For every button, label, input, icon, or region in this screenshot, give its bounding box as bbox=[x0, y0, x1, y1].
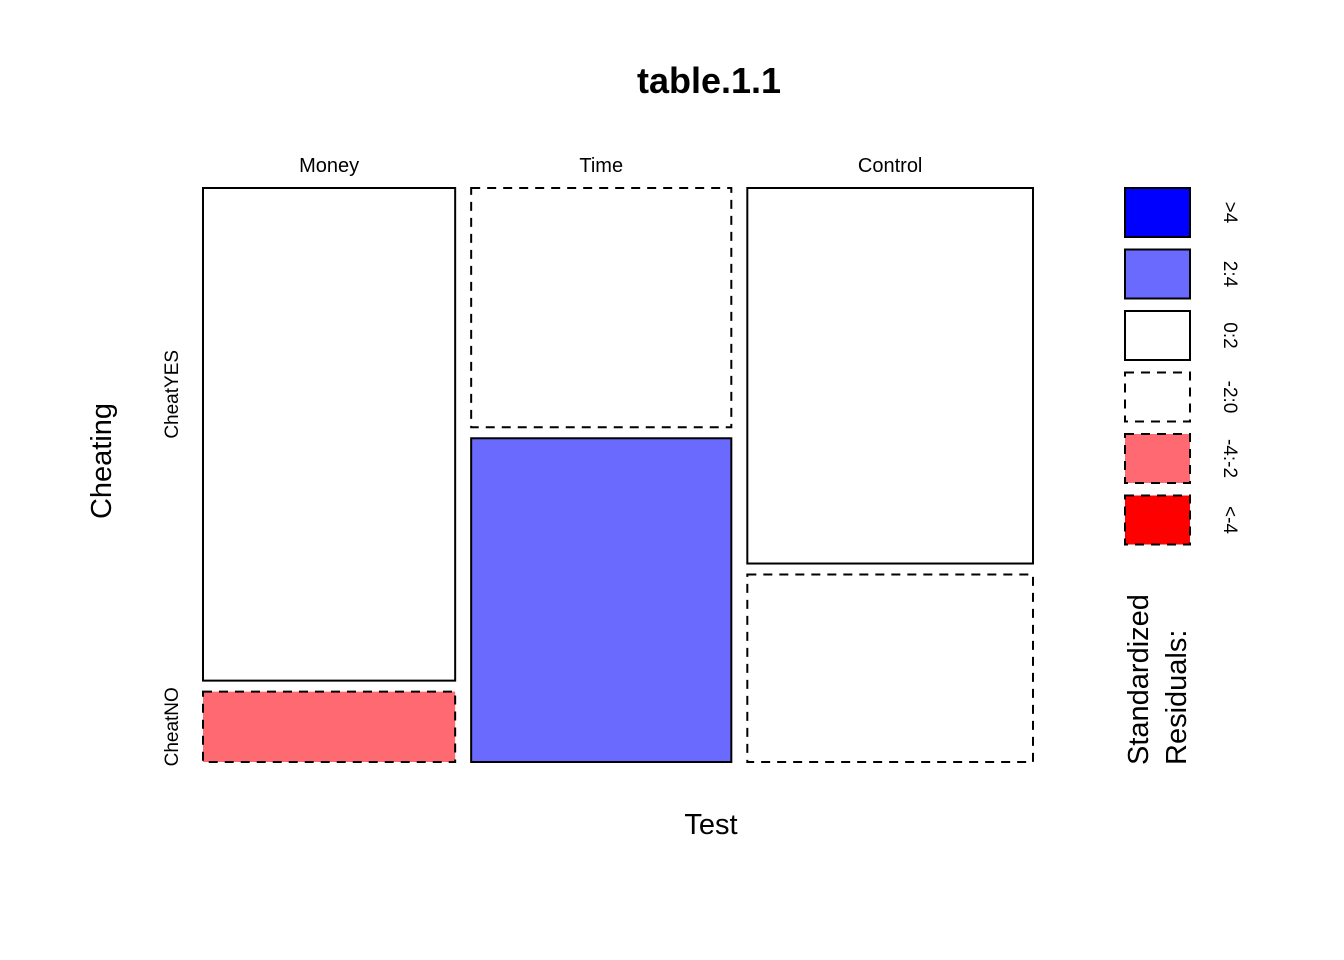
legend-swatch bbox=[1124, 310, 1191, 361]
column-label-control: Control bbox=[858, 155, 922, 177]
tile-money-cheatno bbox=[202, 690, 457, 763]
legend: >4 2:4 0:2 -2:0 -4:-2 <-4 Standardized Residual… bbox=[1123, 187, 1240, 765]
tile-time-cheatyes bbox=[470, 187, 733, 429]
column-labels: Money Time Control bbox=[299, 155, 922, 177]
legend-swatch bbox=[1124, 187, 1191, 238]
legend-title: Residuals: bbox=[1161, 630, 1193, 765]
row-labels: CheatYES CheatNO bbox=[162, 350, 183, 766]
y-axis-label: Cheating bbox=[86, 403, 118, 519]
legend-swatch bbox=[1124, 248, 1191, 300]
tile-money-cheatyes bbox=[202, 187, 457, 682]
legend-label: 0:2 bbox=[1219, 322, 1240, 348]
legend-label: >4 bbox=[1219, 202, 1240, 224]
legend-swatch bbox=[1124, 494, 1191, 546]
tile-control-cheatno bbox=[746, 573, 1034, 763]
column-label-money: Money bbox=[299, 155, 359, 177]
legend-title: Standardized bbox=[1123, 594, 1155, 765]
column-label-time: Time bbox=[579, 155, 623, 177]
legend-label: -4:-2 bbox=[1219, 439, 1240, 478]
row-label-cheatyes: CheatYES bbox=[162, 350, 183, 439]
mosaic-tiles bbox=[202, 187, 1034, 763]
legend-swatch bbox=[1124, 433, 1191, 484]
legend-label: <-4 bbox=[1219, 506, 1240, 534]
tile-time-cheatno bbox=[470, 437, 733, 763]
row-label-cheatno: CheatNO bbox=[162, 687, 183, 766]
legend-swatch bbox=[1124, 371, 1191, 423]
legend-label: 2:4 bbox=[1219, 261, 1240, 288]
x-axis-label: Test bbox=[684, 809, 737, 841]
legend-label: -2:0 bbox=[1219, 381, 1240, 414]
chart-title: table.1.1 bbox=[637, 60, 781, 101]
tile-control-cheatyes bbox=[746, 187, 1034, 565]
